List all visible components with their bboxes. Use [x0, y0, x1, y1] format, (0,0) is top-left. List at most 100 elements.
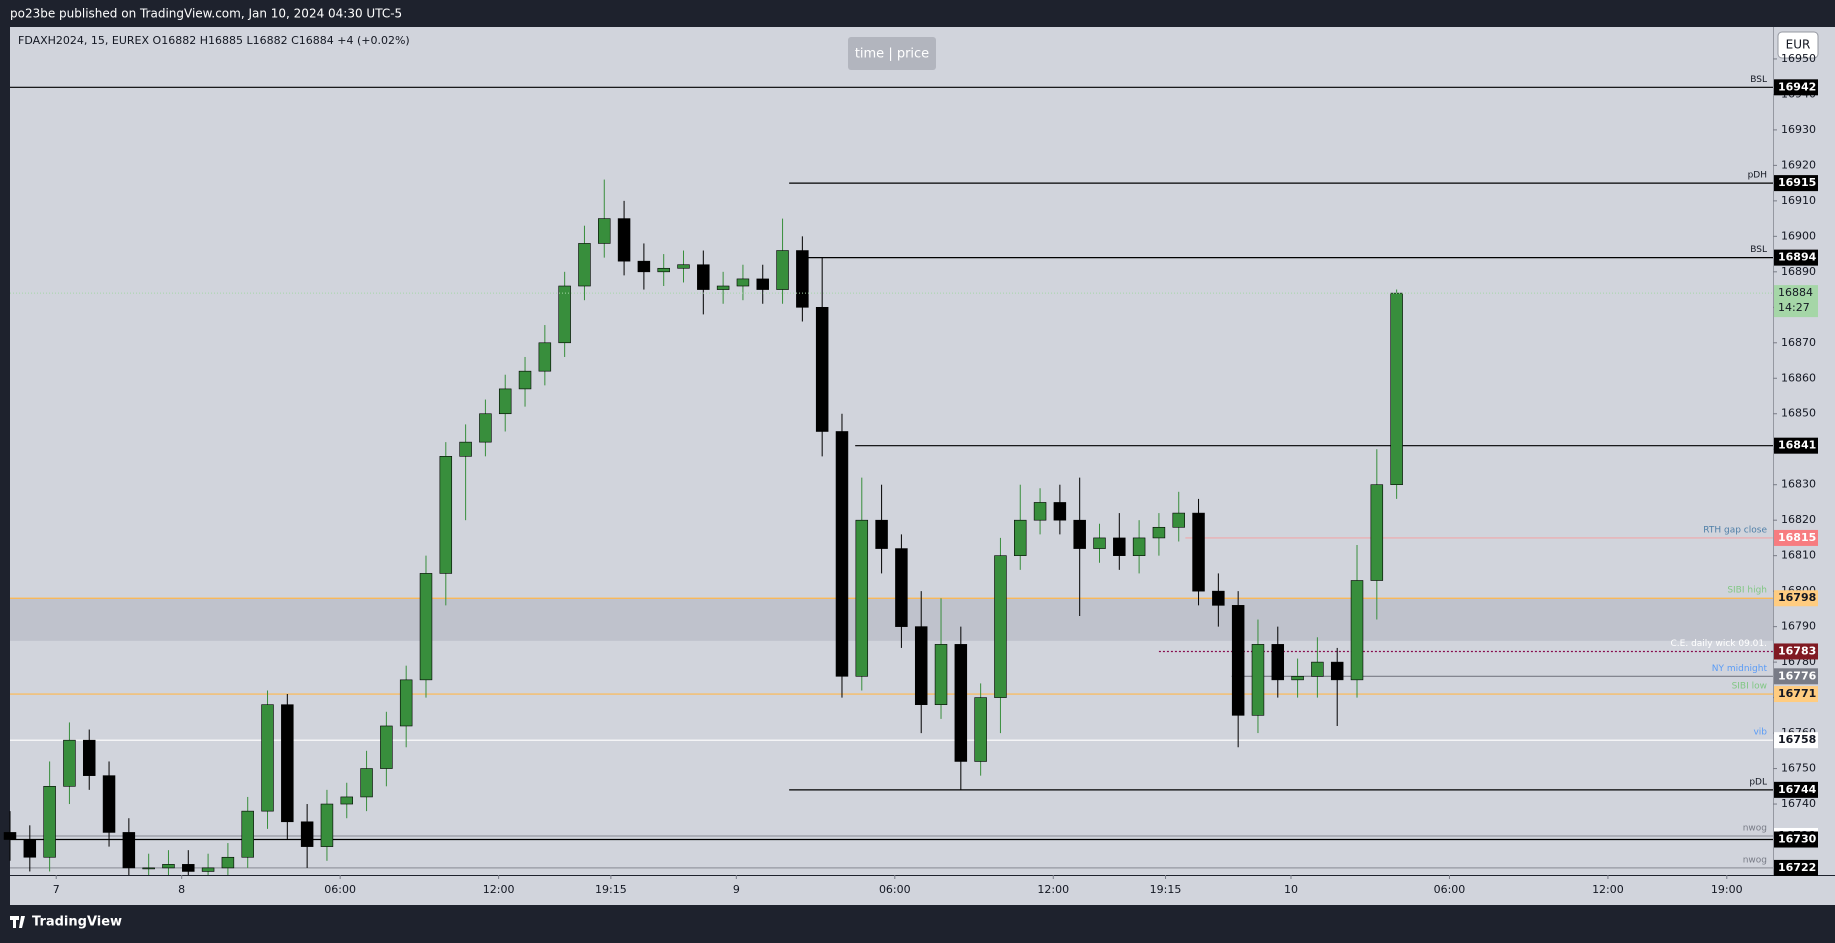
candle-body [102, 775, 116, 833]
level-box [1774, 79, 1818, 96]
candle-body [300, 821, 314, 847]
candle-body [637, 260, 651, 273]
button-label[interactable]: time | price [855, 47, 929, 62]
header-title: po23be published on TradingView.com, Jan… [10, 7, 402, 21]
level-box [1774, 781, 1818, 798]
level-box [1774, 529, 1818, 546]
candle-body [598, 218, 611, 244]
plot-area [10, 27, 1773, 875]
candle-body [1271, 644, 1285, 681]
level-box [1774, 590, 1818, 607]
candle-body [1370, 484, 1384, 581]
y-tick-label: 16790 [1781, 620, 1816, 633]
y-tick-label: 16870 [1781, 336, 1816, 349]
level-name: BSL [1750, 75, 1767, 85]
candle-body [1093, 537, 1106, 549]
x-tick-label: 9 [733, 883, 740, 896]
candle-body [994, 555, 1007, 698]
candle-body [162, 864, 175, 869]
legend: FDAXH2024, 15, EUREX O16882 H16885 L1688… [18, 34, 410, 47]
time-axis [10, 876, 1835, 905]
candle-body [23, 839, 37, 858]
x-tick-label: 06:00 [879, 883, 911, 896]
candle-body [1251, 644, 1265, 716]
candle-body [479, 413, 492, 443]
level-box [1774, 732, 1818, 749]
level-value: 16815 [1778, 531, 1816, 544]
candle-body [360, 768, 373, 798]
level-name: nwog [1743, 823, 1767, 833]
x-tick-label: 06:00 [1434, 883, 1466, 896]
time-price-button[interactable] [848, 37, 936, 70]
candle-body [201, 867, 215, 872]
candle-body [399, 679, 413, 727]
x-tick-label: 8 [178, 883, 185, 896]
candle-body [716, 285, 730, 290]
candle-body [518, 370, 532, 390]
x-tick-label: 19:00 [1711, 883, 1743, 896]
candle-body [380, 725, 393, 769]
y-tick-label: 16750 [1781, 762, 1816, 775]
candle-body [1390, 292, 1403, 486]
candle-body [459, 441, 472, 457]
level-value: 16841 [1778, 439, 1816, 452]
x-tick-label: 06:00 [324, 883, 356, 896]
y-tick-label: 16930 [1781, 123, 1816, 136]
candle-body [122, 832, 136, 869]
candle-body [261, 704, 274, 812]
candle-body [677, 264, 690, 269]
candle-body [895, 548, 908, 627]
y-tick-label: 16820 [1781, 513, 1816, 526]
candle-body [320, 803, 334, 847]
level-box [1774, 831, 1818, 848]
x-tick-label: 12:00 [1592, 883, 1624, 896]
candle-body [1192, 512, 1205, 592]
x-tick-label: 12:00 [1037, 883, 1069, 896]
candle-body [439, 456, 453, 574]
candle-body [756, 278, 769, 290]
y-tick-label: 16920 [1781, 158, 1816, 171]
plot [3, 86, 1773, 875]
level-name: pDL [1749, 777, 1767, 787]
candle-body [1073, 519, 1086, 549]
level-name: NY midnight [1712, 664, 1768, 674]
level-name: vib [1753, 728, 1767, 738]
currency-box[interactable] [1777, 31, 1819, 59]
level-box [1774, 643, 1818, 660]
candle-body [697, 264, 710, 290]
candle-body [974, 697, 987, 762]
y-tick-label: 16810 [1781, 549, 1816, 562]
candle-body [182, 864, 195, 872]
candle-body [1291, 676, 1304, 681]
candle-body [776, 250, 789, 290]
y-tick-label: 16850 [1781, 407, 1816, 420]
candle-body [875, 519, 888, 549]
candle-body [1231, 605, 1245, 716]
candle-body [1350, 580, 1364, 681]
level-value: 16894 [1778, 251, 1817, 264]
candle-body [419, 573, 433, 681]
level-value: 16942 [1778, 80, 1816, 93]
level-value: 16776 [1778, 669, 1817, 682]
candle-body [221, 856, 235, 869]
countdown: 14:27 [1778, 301, 1810, 314]
candle-body [43, 785, 56, 858]
candle-body [578, 243, 591, 287]
level-value: 16744 [1778, 783, 1817, 796]
candle-body [558, 285, 571, 344]
candle-body [1132, 537, 1146, 556]
footer-brand: TradingView [32, 915, 122, 930]
candle-body [1113, 537, 1126, 556]
candle-body [657, 267, 670, 273]
x-tick-label: 19:15 [1150, 883, 1182, 896]
level-name: SIBI high [1727, 586, 1767, 596]
candle-body [934, 644, 948, 705]
candle-body [1014, 519, 1027, 556]
header-bar [0, 0, 1835, 27]
currency[interactable]: EUR [1786, 38, 1811, 52]
candle-body [1172, 512, 1185, 528]
candle-body [498, 388, 512, 415]
footer-bar [0, 905, 1835, 939]
